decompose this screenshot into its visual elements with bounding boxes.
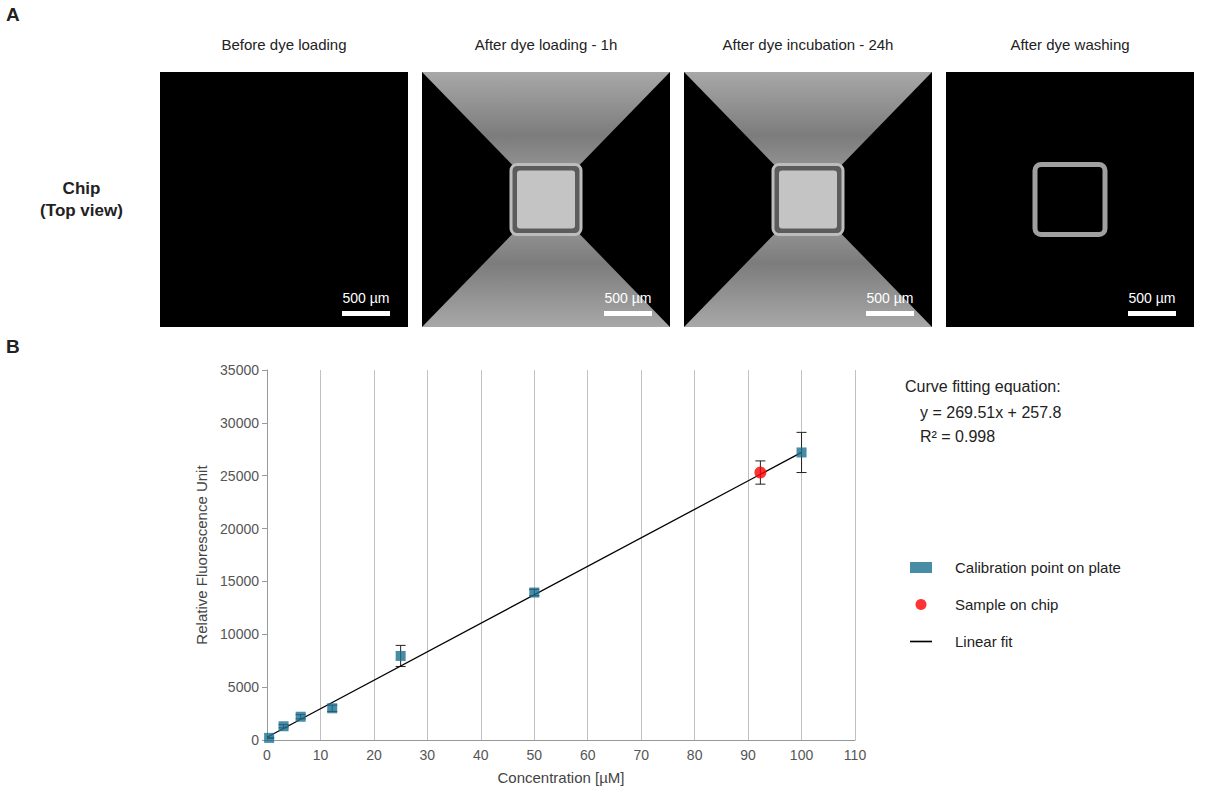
svg-text:50: 50 — [526, 747, 542, 763]
svg-text:30000: 30000 — [220, 415, 259, 431]
svg-text:20: 20 — [366, 747, 382, 763]
html-text:After dye incubation - 24h: After dye incubation - 24h — [722, 36, 894, 53]
svg-text:500 µm: 500 µm — [343, 290, 390, 306]
svg-text:110: 110 — [844, 747, 867, 763]
html-text:Before dye loading: Before dye loading — [221, 36, 347, 53]
svg-text:30: 30 — [420, 747, 436, 763]
svg-text:35000: 35000 — [220, 362, 259, 378]
svg-text:500 µm: 500 µm — [867, 290, 914, 306]
html-text:A: A — [6, 4, 20, 25]
html-text:After dye loading - 1h: After dye loading - 1h — [474, 36, 618, 53]
svg-text:y = 269.51x + 257.8: y = 269.51x + 257.8 — [920, 404, 1062, 421]
svg-text:Calibration point on plate: Calibration point on plate — [955, 559, 1121, 576]
html-text:(Top view): (Top view) — [40, 201, 123, 220]
svg-text:40: 40 — [473, 747, 489, 763]
svg-text:20000: 20000 — [220, 521, 259, 537]
svg-text:5000: 5000 — [228, 679, 259, 695]
svg-text:Sample on chip: Sample on chip — [955, 596, 1058, 613]
html-text:After dye washing: After dye washing — [1010, 36, 1130, 53]
svg-text:15000: 15000 — [220, 573, 259, 589]
svg-text:R² = 0.998: R² = 0.998 — [920, 428, 995, 445]
svg-text:0: 0 — [263, 747, 271, 763]
svg-text:500 µm: 500 µm — [1129, 290, 1176, 306]
svg-text:70: 70 — [633, 747, 649, 763]
svg-text:Curve fitting equation:: Curve fitting equation: — [905, 378, 1061, 395]
svg-text:25000: 25000 — [220, 468, 259, 484]
svg-text:0: 0 — [251, 732, 259, 748]
svg-text:Linear fit: Linear fit — [955, 633, 1013, 650]
svg-text:10: 10 — [313, 747, 329, 763]
svg-text:80: 80 — [687, 747, 703, 763]
svg-text:500 µm: 500 µm — [605, 290, 652, 306]
html-text:Chip: Chip — [62, 179, 101, 198]
svg-text:60: 60 — [580, 747, 596, 763]
svg-text:Relative Fluorescence Unit: Relative Fluorescence Unit — [193, 465, 210, 645]
svg-text:100: 100 — [790, 747, 814, 763]
svg-text:10000: 10000 — [220, 626, 259, 642]
html-text:B: B — [6, 336, 20, 357]
svg-text:90: 90 — [740, 747, 756, 763]
svg-text:Concentration [µM]: Concentration [µM] — [497, 769, 624, 786]
